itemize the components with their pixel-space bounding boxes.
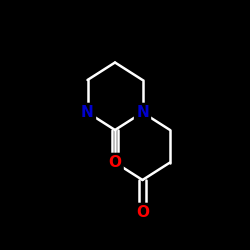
Text: O: O — [108, 155, 122, 170]
Text: N: N — [136, 105, 149, 120]
Text: N: N — [81, 105, 94, 120]
Text: O: O — [136, 205, 149, 220]
